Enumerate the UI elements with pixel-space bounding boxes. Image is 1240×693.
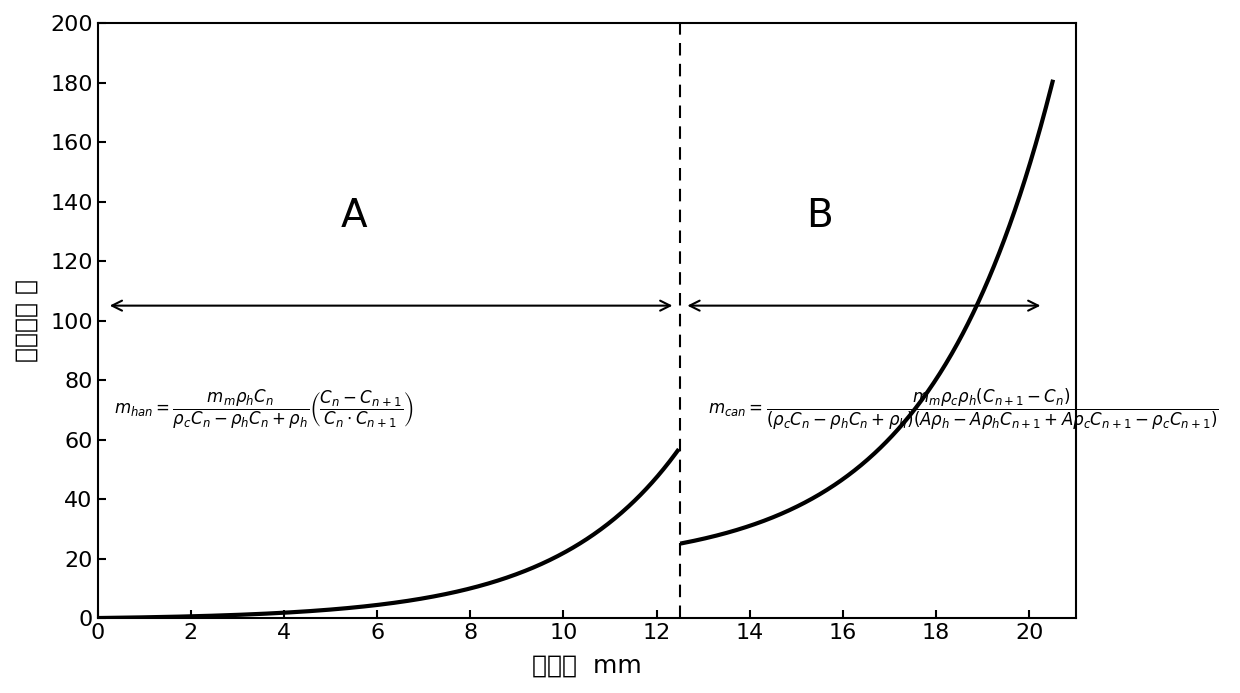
X-axis label: 厅度，  mm: 厅度， mm: [532, 654, 641, 678]
Y-axis label: 添加量， 克: 添加量， 克: [15, 279, 38, 362]
Text: A: A: [341, 198, 367, 236]
Text: $m_{can}=\dfrac{m_m\rho_c\rho_h\left(C_{n+1}-C_n\right)}{\left(\rho_c C_n-\rho_h: $m_{can}=\dfrac{m_m\rho_c\rho_h\left(C_{…: [708, 387, 1219, 432]
Text: $m_{han}=\dfrac{m_m\rho_h C_n}{\rho_c C_n-\rho_h C_n+\rho_h}\left(\dfrac{C_n-C_{: $m_{han}=\dfrac{m_m\rho_h C_n}{\rho_c C_…: [114, 388, 413, 431]
Text: B: B: [806, 198, 833, 236]
